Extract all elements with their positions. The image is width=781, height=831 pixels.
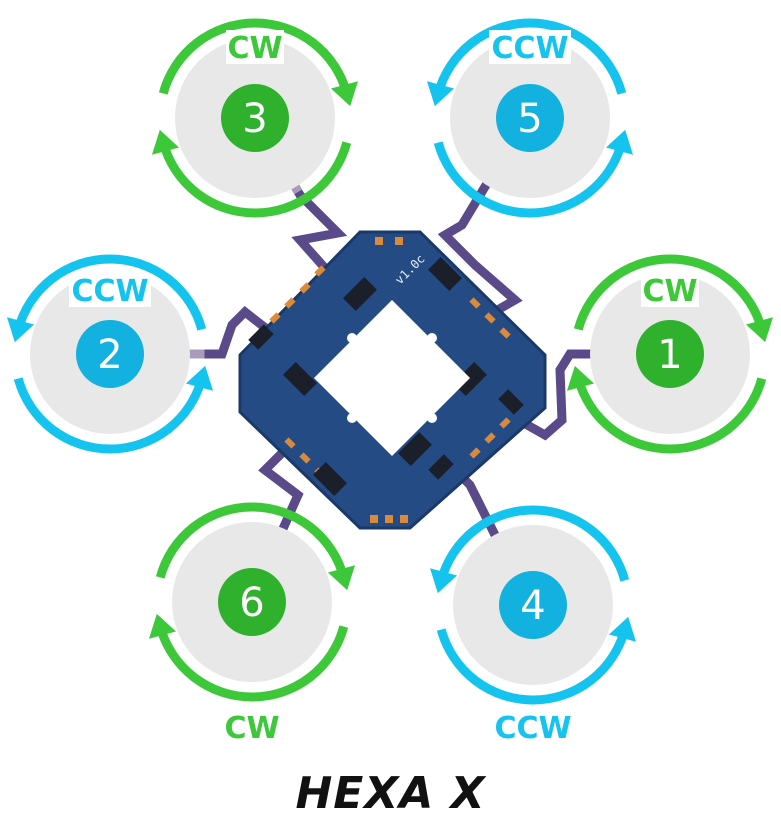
motor-3-number-label: 3 bbox=[242, 96, 267, 142]
motor-3-rotation-arc-1 bbox=[158, 18, 352, 95]
motor-3-rotation-arrowhead-1 bbox=[330, 81, 359, 107]
motor-5-number-label: 5 bbox=[517, 96, 542, 142]
motor-1-rotation-arrowhead-2 bbox=[566, 365, 595, 391]
motor-1-rotation-arrowhead-1 bbox=[745, 317, 774, 343]
motor-5-rotation-arrowhead-2 bbox=[605, 129, 634, 155]
motor-6-rotation-arc-1 bbox=[155, 502, 349, 579]
motor-6-rotation-arc-2 bbox=[155, 625, 349, 702]
motor-2-number-badge bbox=[76, 320, 144, 388]
motor-5-direction-label: CCW bbox=[491, 31, 568, 66]
motor-1-number-badge bbox=[636, 320, 704, 388]
motor-4-rotation-arrowhead-2 bbox=[608, 616, 637, 642]
motor-5: 5 CCW bbox=[426, 18, 634, 218]
motor-4-direction-label: CCW bbox=[494, 711, 571, 746]
motor-2-direction-label: CCW bbox=[71, 274, 148, 309]
motor-3-direction-label-bg bbox=[226, 30, 284, 64]
motors-layer: 3 CW 5 CCW 2 CCW 1 CW 6 CW 4 CCW bbox=[6, 18, 774, 746]
motor-2-direction-label-bg bbox=[69, 273, 151, 307]
flight-controller-board: v1.0c bbox=[238, 230, 547, 530]
motor-3-rotation-arc-2 bbox=[158, 141, 352, 218]
motor-4-rotation-arrowhead-1 bbox=[429, 568, 458, 594]
motor-4-direction-label-bg bbox=[492, 710, 574, 744]
motor-6-number-badge bbox=[218, 568, 286, 636]
motor-2-rotation-arc-1 bbox=[13, 254, 207, 331]
motor-2: 2 CCW bbox=[6, 254, 214, 454]
motor-1-number-label: 1 bbox=[657, 332, 682, 378]
motor-3-number-badge bbox=[221, 84, 289, 152]
motor-6-direction-label-bg bbox=[223, 710, 281, 744]
arm-motor-5 bbox=[437, 168, 523, 327]
motor-3: 3 CW bbox=[151, 18, 359, 218]
motor-2-rotation-arc-2 bbox=[13, 377, 207, 454]
frame-type-title: HEXA X bbox=[295, 768, 486, 819]
motor-6-rotation-arrowhead-1 bbox=[327, 565, 356, 591]
arm-motor-1 bbox=[508, 349, 603, 441]
motor-2-rotation-arrowhead-2 bbox=[185, 365, 214, 391]
motor-2-rotation-arrowhead-1 bbox=[6, 317, 35, 343]
motor-5-rotation-arrowhead-1 bbox=[426, 81, 455, 107]
motor-4-number-label: 4 bbox=[520, 583, 545, 629]
motor-6-rotation-arrowhead-2 bbox=[148, 613, 177, 639]
board-pads bbox=[269, 237, 511, 523]
motor-1-direction-label: CW bbox=[642, 274, 697, 309]
motor-5-rotation-arc-1 bbox=[433, 18, 627, 95]
motor-6-number-label: 6 bbox=[239, 580, 264, 626]
motor-2-number-label: 2 bbox=[97, 332, 122, 378]
motor-1: 1 CW bbox=[566, 254, 774, 454]
motor-6-direction-label: CW bbox=[224, 711, 279, 746]
motor-1-rotation-arc-1 bbox=[573, 254, 767, 331]
motor-4-rotation-arc-2 bbox=[436, 628, 630, 705]
motor-1-direction-label-bg bbox=[641, 273, 699, 307]
motor-4-rotation-arc-1 bbox=[436, 505, 630, 582]
board-components bbox=[248, 257, 524, 496]
motor-4: 4 CCW bbox=[429, 505, 637, 746]
motor-1-rotation-arc-2 bbox=[573, 377, 767, 454]
motor-6: 6 CW bbox=[148, 502, 356, 746]
board-center-cutout bbox=[314, 300, 470, 456]
motor-5-direction-label-bg bbox=[489, 30, 571, 64]
motor-3-rotation-arrowhead-2 bbox=[151, 129, 180, 155]
motor-5-number-badge bbox=[496, 84, 564, 152]
motor-3-direction-label: CW bbox=[227, 31, 282, 66]
motor-5-rotation-arc-2 bbox=[433, 141, 627, 218]
motor-4-number-badge bbox=[499, 571, 567, 639]
